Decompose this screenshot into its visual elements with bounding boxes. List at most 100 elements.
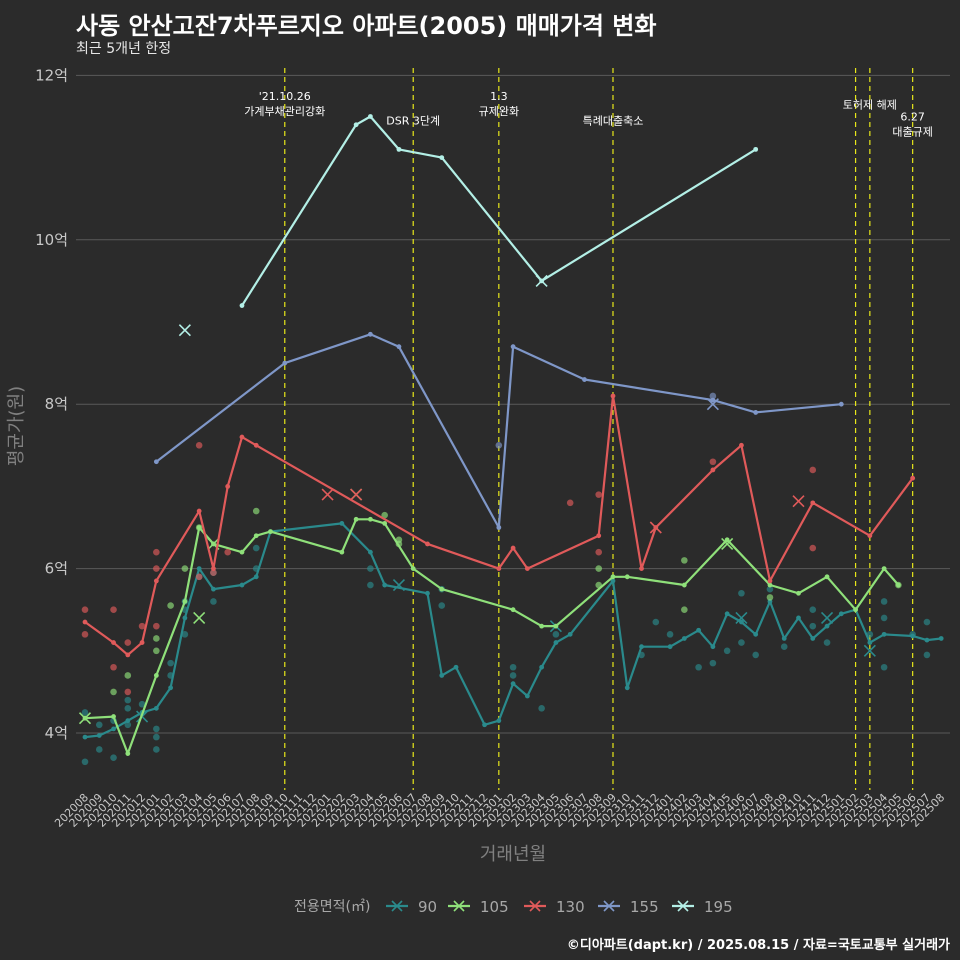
data-point [566,499,574,507]
line-point [895,582,901,588]
line-point [824,574,830,580]
data-point [495,442,503,449]
data-point [923,618,931,626]
line-point [153,705,159,711]
line-point [439,673,445,678]
data-point [252,507,260,515]
data-point [195,573,203,581]
line-point [382,582,388,588]
data-point [110,663,117,671]
chart-title: 사동 안산고잔7차푸르지오 아파트(2005) 매매가격 변화 [76,12,657,40]
line-point [739,619,744,625]
line-point [111,714,116,719]
data-point [181,565,189,572]
line-point [182,599,188,604]
data-point [538,705,545,712]
line-point [753,410,759,415]
data-point [110,606,117,613]
data-point [666,631,674,638]
data-point [124,705,132,712]
y-axis-title: 평균가(원) [6,386,27,466]
line-point [239,303,245,308]
cross-marker [735,611,748,624]
data-point [252,544,260,552]
line-point [510,607,516,613]
line-point [539,623,545,629]
data-point [509,672,517,679]
line-point [553,623,559,629]
data-point [124,696,132,704]
data-point [210,598,217,605]
event-annotation: DSR 3단계 [386,115,440,128]
series-195 [178,114,759,337]
line-point [710,397,716,403]
series-line [155,333,842,529]
line-point [253,574,259,580]
data-point [652,618,660,626]
data-point [124,639,132,646]
line-point [938,636,944,641]
series-130 [81,393,916,696]
line-point [739,442,744,448]
chart-subtitle: 최근 5개년 한정 [76,41,172,57]
line-point [781,636,787,641]
line-point [82,734,88,740]
line-point [368,114,373,119]
series-line [84,394,914,657]
line-point [396,146,402,152]
line-point [211,566,216,571]
line-point [610,578,616,584]
legend-title: 전용면적(㎡) [294,899,370,915]
data-point [81,709,89,716]
line-point [111,726,116,732]
legend-label: 130 [556,898,585,916]
data-point [153,635,160,642]
data-point [723,647,731,655]
line-point [496,525,502,530]
data-point [153,548,160,556]
line-point [196,566,202,571]
line-point [881,566,887,571]
line-point [810,636,816,641]
line-point [753,631,759,637]
data-point [695,663,702,671]
cross-marker [350,488,363,501]
line-point [410,566,416,571]
data-point [809,466,817,474]
line-point [339,520,345,526]
line-point [153,673,159,678]
data-point [595,491,603,498]
data-point [367,581,374,589]
line-point [710,644,716,650]
line-point [439,586,445,592]
event-annotation: 토허제 해제 [843,97,897,111]
data-point [181,631,189,638]
line-point [125,652,131,658]
line-point [724,537,730,543]
line-point [681,636,687,641]
line-point [910,633,916,639]
legend-swatch-cross [677,900,689,912]
cross-marker [863,644,876,657]
data-point [809,622,817,630]
data-point [780,643,788,650]
line-point [482,722,487,728]
data-point [138,700,146,708]
data-point [110,688,117,696]
line-point [182,615,188,621]
line-point [681,582,687,588]
data-point [738,589,745,597]
cross-marker [792,495,805,508]
line-point [639,566,644,571]
data-point [880,614,888,622]
data-point [124,688,132,696]
legend-swatch-cross [391,900,403,912]
y-tick-label: 6억 [45,560,68,578]
data-point [381,511,388,519]
line-point [196,508,202,514]
cross-marker [392,578,406,592]
line-point [253,533,259,539]
data-point [81,631,89,638]
line-point [111,640,116,645]
